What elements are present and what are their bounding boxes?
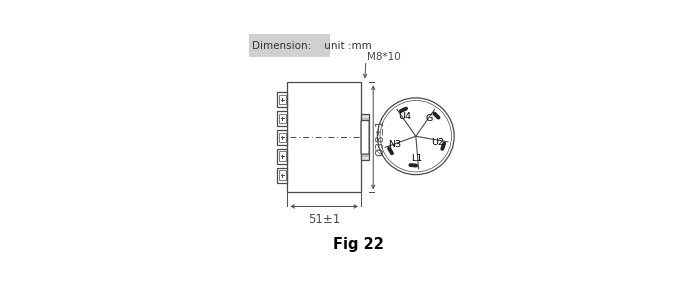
Text: L1: L1 <box>411 154 422 163</box>
Bar <box>288 82 361 192</box>
Bar <box>277 149 288 164</box>
FancyBboxPatch shape <box>361 121 369 154</box>
Bar <box>279 170 286 180</box>
Bar <box>277 130 288 145</box>
Text: M8*10: M8*10 <box>368 52 401 62</box>
Text: G: G <box>426 114 433 123</box>
Text: Ø38±1: Ø38±1 <box>376 119 386 156</box>
Bar <box>361 114 370 160</box>
Text: Fig 22: Fig 22 <box>333 237 384 253</box>
Text: 51±1: 51±1 <box>308 213 340 226</box>
FancyBboxPatch shape <box>249 34 330 57</box>
Bar <box>279 95 286 104</box>
Bar <box>279 151 286 161</box>
Text: N3: N3 <box>389 140 402 149</box>
Bar <box>277 168 288 183</box>
Bar <box>277 111 288 126</box>
Text: U2: U2 <box>430 137 444 146</box>
Bar <box>279 133 286 142</box>
Text: Dimension:    unit :mm: Dimension: unit :mm <box>252 41 372 51</box>
Text: U4: U4 <box>398 113 411 121</box>
Bar <box>279 114 286 123</box>
Bar <box>277 92 288 107</box>
